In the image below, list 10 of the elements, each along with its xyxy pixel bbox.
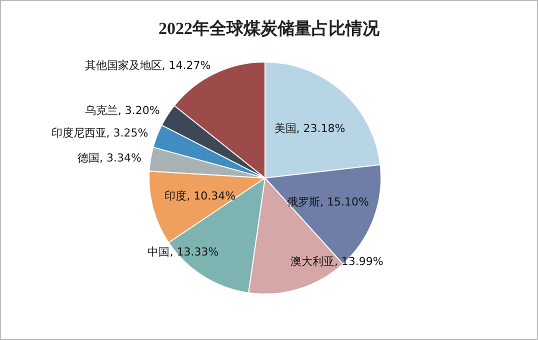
slice-label: 其他国家及地区, 14.27% — [84, 59, 211, 72]
slice-label: 俄罗斯, 15.10% — [287, 196, 369, 209]
slice-label: 乌克兰, 3.20% — [84, 104, 160, 118]
slice-label: 美国, 23.18% — [274, 122, 346, 135]
slice-label: 印度尼西亚, 3.25% — [51, 126, 148, 140]
chart-title: 2022年全球煤炭储量占比情况 — [158, 19, 380, 38]
slice-label: 澳大利亚, 13.99% — [290, 255, 384, 268]
slice-label: 德国, 3.34% — [77, 152, 142, 165]
slice-label: 中国, 13.33% — [148, 246, 219, 259]
slice-label: 印度, 10.34% — [164, 190, 236, 203]
